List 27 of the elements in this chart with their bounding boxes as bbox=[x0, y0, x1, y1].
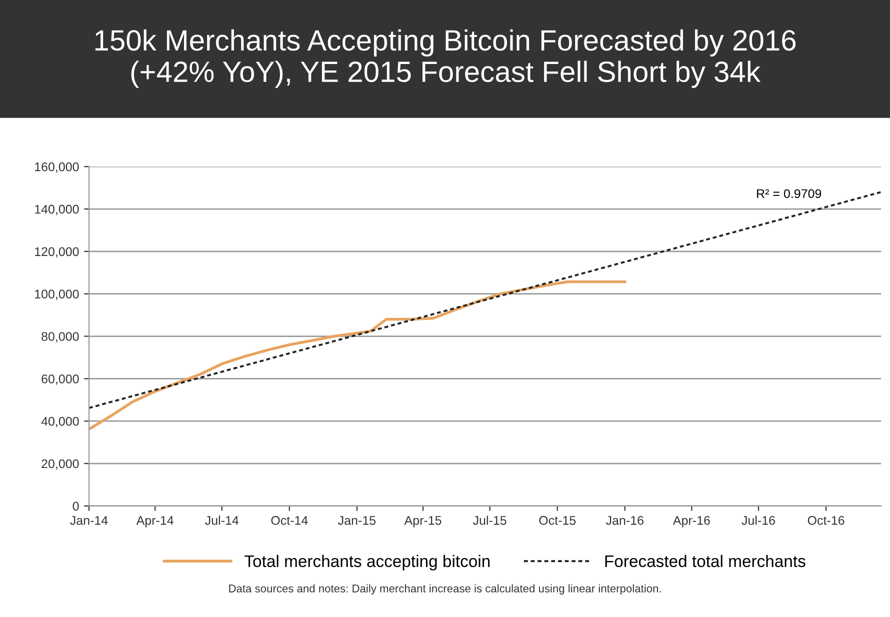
legend-label: Total merchants accepting bitcoin bbox=[244, 554, 490, 570]
x-tick-label: Apr-14 bbox=[136, 516, 174, 528]
x-tick-label: Oct-15 bbox=[539, 516, 576, 525]
y-tick-label: 0 bbox=[72, 502, 79, 511]
x-tick-label: Oct-14 bbox=[271, 516, 308, 525]
x-tick-label: Jan-16 bbox=[606, 516, 644, 525]
legend-label: Forecasted total merchants bbox=[605, 554, 806, 568]
x-tick-label: Jul-16 bbox=[742, 516, 775, 525]
y-tick-label: 40,000 bbox=[41, 416, 79, 428]
x-tick-label: Jul-15 bbox=[472, 516, 506, 525]
text: Data sources and notes: Daily merchant increase is calculated using linear interpolation. bbox=[229, 584, 661, 595]
chart-title: 150k Merchants Accepting Bitcoin Forecasted by 2016 (+42% YoY), YE 2015 Forecast Fell Short by 34k bbox=[95, 29, 796, 88]
x-tick-label: Jul-14 bbox=[205, 516, 239, 525]
y-tick-label: 20,000 bbox=[42, 459, 79, 470]
y-tick-label: 160,000 bbox=[35, 162, 79, 173]
y-tick-label: 80,000 bbox=[42, 332, 79, 342]
line-series bbox=[89, 280, 626, 431]
y-tick-label: 140,000 bbox=[35, 204, 79, 216]
annotation: R² = 0.9709 bbox=[757, 189, 822, 198]
x-tick-label: Apr-16 bbox=[672, 516, 710, 528]
y-tick-label: 100,000 bbox=[35, 290, 79, 300]
x-tick-label: Jan-14 bbox=[70, 516, 108, 525]
x-tick-label: Oct-16 bbox=[808, 516, 844, 525]
y-tick-label: 60,000 bbox=[42, 374, 79, 385]
y-tick-label: 120,000 bbox=[35, 247, 79, 258]
x-tick-label: Jan-15 bbox=[338, 516, 376, 525]
x-tick-label: Apr-15 bbox=[404, 516, 442, 528]
